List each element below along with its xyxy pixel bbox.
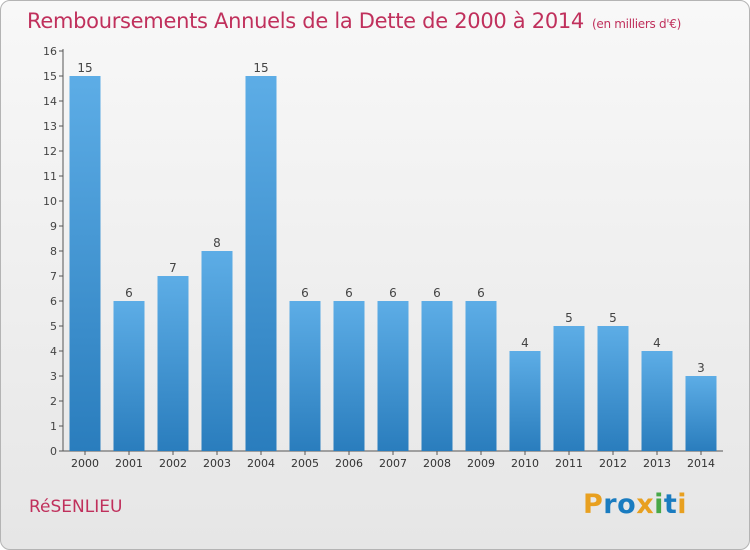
x-tick-label: 2013 bbox=[643, 457, 671, 470]
y-tick-label: 12 bbox=[43, 145, 57, 158]
x-tick-label: 2000 bbox=[71, 457, 99, 470]
bar-value-label: 7 bbox=[169, 261, 177, 275]
y-tick-label: 7 bbox=[50, 270, 57, 283]
bar-value-label: 5 bbox=[565, 311, 573, 325]
bar bbox=[333, 301, 365, 451]
bar-value-label: 6 bbox=[345, 286, 353, 300]
commune-name: RéSENLIEU bbox=[29, 497, 123, 517]
bar bbox=[377, 301, 409, 451]
bar bbox=[641, 351, 673, 451]
bar-value-label: 8 bbox=[213, 236, 221, 250]
x-tick-label: 2012 bbox=[599, 457, 627, 470]
x-tick-label: 2007 bbox=[379, 457, 407, 470]
bar-value-label: 6 bbox=[301, 286, 309, 300]
y-tick-label: 3 bbox=[50, 370, 57, 383]
x-tick-label: 2006 bbox=[335, 457, 363, 470]
logo-letter: i bbox=[677, 489, 688, 520]
bar-value-label: 3 bbox=[697, 361, 705, 375]
bar-value-label: 15 bbox=[77, 61, 92, 75]
bar-value-label: 4 bbox=[521, 336, 529, 350]
y-tick-label: 14 bbox=[43, 95, 57, 108]
y-tick-label: 4 bbox=[50, 345, 57, 358]
logo-letter: o bbox=[617, 489, 637, 520]
bar bbox=[289, 301, 321, 451]
bar bbox=[157, 276, 189, 451]
bar bbox=[113, 301, 145, 451]
bar bbox=[685, 376, 717, 451]
x-tick-label: 2014 bbox=[687, 457, 715, 470]
bar bbox=[465, 301, 497, 451]
x-tick-label: 2008 bbox=[423, 457, 451, 470]
y-tick-label: 15 bbox=[43, 70, 57, 83]
bar-value-label: 6 bbox=[389, 286, 397, 300]
bar-value-label: 4 bbox=[653, 336, 661, 350]
bar bbox=[421, 301, 453, 451]
y-tick-label: 0 bbox=[50, 445, 57, 458]
bar bbox=[509, 351, 541, 451]
bar bbox=[69, 76, 101, 451]
bar bbox=[201, 251, 233, 451]
y-tick-label: 16 bbox=[43, 45, 57, 58]
chart-title: Remboursements Annuels de la Dette de 20… bbox=[27, 9, 681, 33]
y-tick-label: 10 bbox=[43, 195, 57, 208]
x-tick-label: 2001 bbox=[115, 457, 143, 470]
bar bbox=[245, 76, 277, 451]
bar bbox=[553, 326, 585, 451]
bar-value-label: 6 bbox=[433, 286, 441, 300]
logo-letter: i bbox=[654, 489, 664, 520]
chart-title-text: Remboursements Annuels de la Dette de 20… bbox=[27, 9, 584, 33]
y-tick-label: 1 bbox=[50, 420, 57, 433]
bar-value-label: 15 bbox=[253, 61, 268, 75]
y-tick-label: 6 bbox=[50, 295, 57, 308]
logo-letter: x bbox=[636, 489, 655, 520]
x-tick-label: 2005 bbox=[291, 457, 319, 470]
bar bbox=[597, 326, 629, 451]
bar-value-label: 5 bbox=[609, 311, 617, 325]
logo-letter: t bbox=[663, 489, 678, 520]
proxiti-logo: Proxiti bbox=[583, 489, 687, 520]
chart-data-labels: 15 6 7 8 15 6 6 6 6 6 4 5 5 4 3 bbox=[77, 61, 704, 375]
bar-value-label: 6 bbox=[477, 286, 485, 300]
y-tick-label: 2 bbox=[50, 395, 57, 408]
chart-bars bbox=[69, 76, 717, 451]
y-tick-label: 8 bbox=[50, 245, 57, 258]
x-tick-label: 2009 bbox=[467, 457, 495, 470]
y-tick-label: 11 bbox=[43, 170, 57, 183]
x-tick-label: 2003 bbox=[203, 457, 231, 470]
bar-value-label: 6 bbox=[125, 286, 133, 300]
y-tick-label: 5 bbox=[50, 320, 57, 333]
x-tick-label: 2002 bbox=[159, 457, 187, 470]
x-tick-label: 2010 bbox=[511, 457, 539, 470]
chart-unit: (en milliers d'€) bbox=[592, 17, 682, 31]
y-tick-label: 9 bbox=[50, 220, 57, 233]
logo-letter: r bbox=[603, 489, 618, 520]
x-tick-label: 2011 bbox=[555, 457, 583, 470]
x-tick-label: 2004 bbox=[247, 457, 275, 470]
logo-letter: P bbox=[583, 489, 604, 520]
y-tick-label: 13 bbox=[43, 120, 57, 133]
